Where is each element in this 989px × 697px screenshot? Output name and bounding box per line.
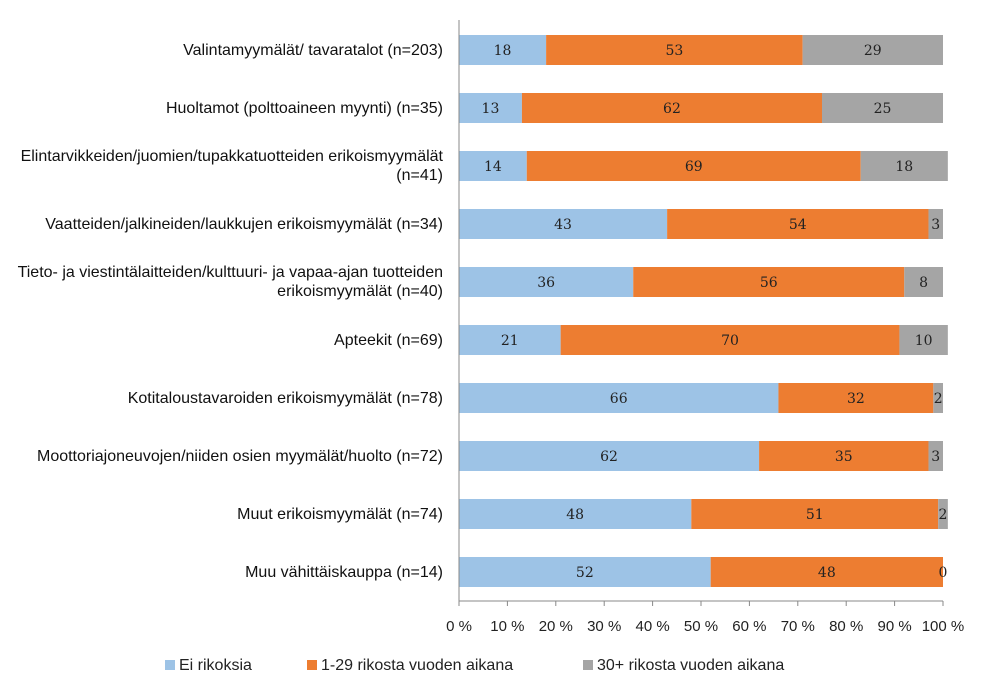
x-tick-label: 0 %	[446, 618, 472, 635]
x-tick-label: 20 %	[539, 618, 573, 635]
category-label: Tieto- ja viestintälaitteiden/kulttuuri-…	[17, 264, 443, 300]
bar-segment	[933, 383, 943, 413]
data-label: 25	[874, 101, 892, 117]
data-label: 53	[665, 43, 683, 59]
data-label: 32	[847, 391, 865, 407]
data-label: 48	[566, 507, 584, 523]
bar-segment	[759, 441, 929, 471]
data-label: 21	[501, 333, 519, 349]
x-tick-label: 50 %	[684, 618, 718, 635]
category-label: Muu vähittäiskauppa (n=14)	[245, 563, 443, 581]
x-tick-label: 80 %	[829, 618, 863, 635]
bar-segment	[904, 267, 943, 297]
category-label: Kotitaloustavaroiden erikoismyymälät (n=…	[127, 389, 443, 407]
bar-segment	[459, 209, 668, 239]
bar-segment	[778, 383, 934, 413]
legend-label: 30+ rikosta vuoden aikana	[597, 657, 784, 674]
data-label: 14	[484, 159, 502, 175]
bar-segment	[899, 325, 948, 355]
data-label: 54	[789, 217, 807, 233]
data-label: 2	[939, 507, 948, 523]
data-label: 66	[610, 391, 628, 407]
data-label: 3	[931, 217, 940, 233]
x-tick-label: 90 %	[877, 618, 911, 635]
data-label: 10	[915, 333, 933, 349]
x-tick-label: 10 %	[490, 618, 524, 635]
data-label: 18	[895, 159, 913, 175]
bar-segment	[459, 325, 561, 355]
data-label: 36	[537, 275, 555, 291]
bar-segment	[560, 325, 900, 355]
data-label: 3	[931, 449, 940, 465]
legend-swatch	[165, 660, 175, 670]
x-tick-label: 70 %	[781, 618, 815, 635]
bar-segment	[802, 35, 943, 65]
legend-label: 1-29 rikosta vuoden aikana	[321, 657, 513, 674]
data-label: 0	[939, 565, 948, 581]
bar-segment	[459, 441, 760, 471]
bar-segment	[459, 35, 547, 65]
bar-segment	[938, 499, 948, 529]
bar-segment	[459, 151, 527, 181]
bar-segment	[459, 93, 522, 123]
x-tick-label: 30 %	[587, 618, 621, 635]
data-label: 18	[494, 43, 512, 59]
data-label: 51	[806, 507, 824, 523]
legend-swatch	[583, 660, 593, 670]
category-label: Apteekit (n=69)	[334, 331, 443, 349]
bar-segment	[691, 499, 939, 529]
bar-segment	[459, 267, 634, 297]
bar-segment	[526, 151, 861, 181]
data-label: 43	[554, 217, 572, 233]
data-label: 8	[919, 275, 928, 291]
bar-segment	[860, 151, 948, 181]
category-label: Vaatteiden/jalkineiden/laukkujen erikois…	[45, 215, 443, 233]
data-label: 52	[576, 565, 594, 581]
bar-segment	[710, 557, 943, 587]
x-tick-label: 60 %	[732, 618, 766, 635]
data-label: 13	[482, 101, 500, 117]
data-label: 2	[934, 391, 943, 407]
category-label: Huoltamot (polttoaineen myynti) (n=35)	[165, 99, 443, 117]
bar-segment	[633, 267, 905, 297]
bar-segment	[459, 383, 779, 413]
bar-segment	[928, 441, 943, 471]
data-label: 56	[760, 275, 778, 291]
bar-segment	[521, 93, 822, 123]
bar-segment	[667, 209, 929, 239]
bar-segment	[928, 209, 943, 239]
x-tick-label: 40 %	[635, 618, 669, 635]
bar-segment	[459, 499, 692, 529]
data-label: 48	[818, 565, 836, 581]
category-label: Valintamyymälät/ tavaratalot (n=203)	[183, 41, 443, 59]
bar-segment	[459, 557, 711, 587]
x-tick-label: 100 %	[922, 618, 965, 635]
data-label: 29	[864, 43, 882, 59]
legend-swatch	[307, 660, 317, 670]
bar-segment	[546, 35, 803, 65]
data-label: 35	[835, 449, 853, 465]
data-label: 69	[685, 159, 703, 175]
data-label: 62	[600, 449, 618, 465]
category-label: Elintarvikkeiden/juomien/tupakkatuotteid…	[20, 148, 443, 184]
bar-segment	[822, 93, 943, 123]
data-label: 70	[721, 333, 739, 349]
legend-label: Ei rikoksia	[179, 657, 252, 674]
data-label: 62	[663, 101, 681, 117]
category-label: Muut erikoismyymälät (n=74)	[237, 505, 443, 523]
category-label: Moottoriajoneuvojen/niiden osien myymälä…	[36, 447, 443, 465]
